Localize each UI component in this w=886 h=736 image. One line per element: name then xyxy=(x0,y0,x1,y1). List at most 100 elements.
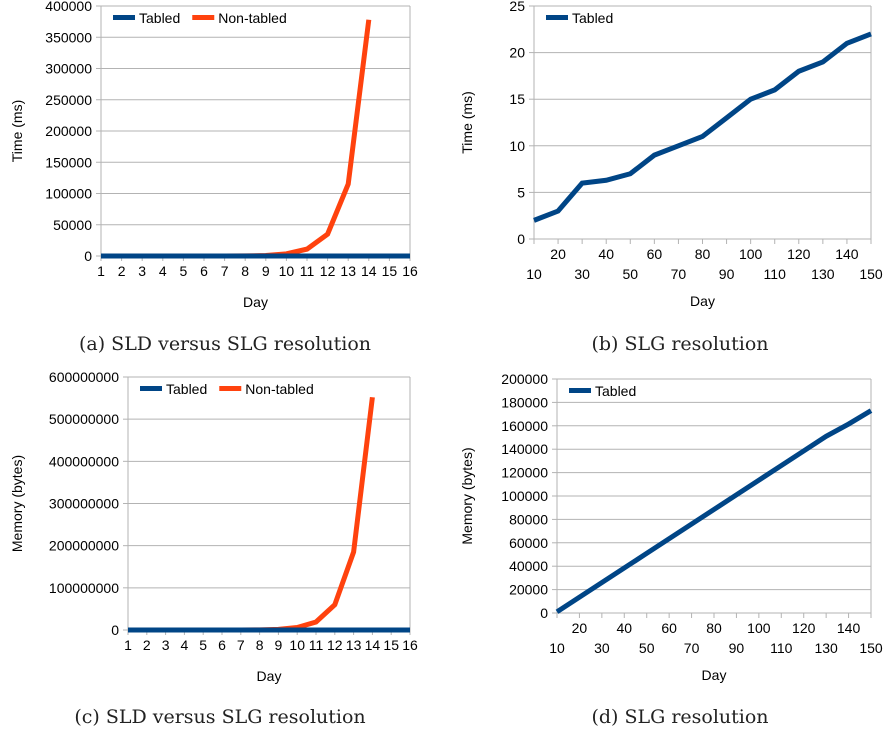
x-tick-label: 110 xyxy=(764,266,787,282)
x-tick-label: 150 xyxy=(859,640,883,656)
legend-label: Tabled xyxy=(572,10,613,26)
y-tick-label: 140000 xyxy=(501,441,548,457)
x-tick-label: 60 xyxy=(647,246,663,262)
y-tick-label: 100000 xyxy=(501,488,548,504)
x-tick-label: 5 xyxy=(199,637,207,653)
legend-swatch xyxy=(113,15,135,20)
y-tick-label: 60000 xyxy=(509,535,548,551)
x-tick-label: 9 xyxy=(262,263,270,279)
x-tick-label: 12 xyxy=(320,263,336,279)
x-tick-label: 70 xyxy=(684,640,700,656)
x-tick-label: 3 xyxy=(162,637,170,653)
x-tick-label: 2 xyxy=(118,263,126,279)
y-tick-label: 100000 xyxy=(45,186,92,202)
y-tick-label: 400000 xyxy=(45,0,92,14)
x-tick-label: 5 xyxy=(180,263,188,279)
legend-swatch xyxy=(219,386,242,391)
y-axis-label: Time (ms) xyxy=(9,100,25,162)
x-tick-label: 140 xyxy=(835,246,859,262)
x-tick-label: 50 xyxy=(622,266,638,282)
y-tick-label: 100000000 xyxy=(49,580,119,596)
x-tick-label: 130 xyxy=(811,266,835,282)
x-tick-label: 12 xyxy=(327,637,343,653)
caption-c: (c) SLD versus SLG resolution xyxy=(74,706,366,728)
y-tick-label: 160000 xyxy=(501,418,548,434)
legend-swatch xyxy=(569,388,591,393)
x-tick-label: 30 xyxy=(594,640,610,656)
x-tick-label: 13 xyxy=(346,637,362,653)
x-tick-label: 120 xyxy=(787,246,811,262)
y-tick-label: 80000 xyxy=(509,511,548,527)
x-tick-label: 15 xyxy=(382,263,398,279)
x-tick-label: 70 xyxy=(671,266,687,282)
legend-label: Tabled xyxy=(166,381,207,397)
x-tick-label: 140 xyxy=(837,620,861,636)
legend-swatch xyxy=(192,15,215,20)
series-line-tabled xyxy=(533,31,872,223)
x-tick-label: 13 xyxy=(340,263,356,279)
y-tick-label: 200000 xyxy=(501,371,548,387)
x-tick-label: 90 xyxy=(729,640,745,656)
legend-label: Tabled xyxy=(595,383,636,399)
x-tick-label: 130 xyxy=(814,640,838,656)
x-tick-label: 6 xyxy=(200,263,208,279)
y-tick-label: 300000 xyxy=(45,61,92,77)
series-line-non-tabled xyxy=(128,396,375,633)
x-axis-label: Day xyxy=(257,668,282,684)
x-tick-label: 7 xyxy=(221,263,229,279)
y-tick-label: 25 xyxy=(509,0,525,14)
x-tick-label: 6 xyxy=(218,637,226,653)
chart-c: 0 100000000 200000000 300000000 400000000 500… xyxy=(0,368,430,698)
x-tick-label: 16 xyxy=(402,263,418,279)
x-tick-label: 7 xyxy=(237,637,245,653)
y-axis-label: Time (ms) xyxy=(459,91,475,153)
chart-a: 0 50000 100000 150000 200000 250000 300000 3500… xyxy=(0,0,430,325)
chart-a-svg: 0 50000 100000 150000 200000 250000 300000 3500… xyxy=(9,0,418,310)
x-tick-label: 100 xyxy=(739,246,763,262)
chart-d-svg: 0 20000 40000 60000 80000 100000 120000 140000 1… xyxy=(459,371,883,683)
y-tick-label: 40000 xyxy=(509,558,548,574)
legend-swatch xyxy=(140,386,162,391)
x-tick-label: 9 xyxy=(275,637,283,653)
y-axis-label: Memory (bytes) xyxy=(9,455,25,552)
x-tick-label: 10 xyxy=(279,263,295,279)
x-tick-label: 4 xyxy=(159,263,167,279)
legend-label: Non-tabled xyxy=(245,381,314,397)
chart-b: 0 5 10 15 20 25 10 20 30 40 50 60 70 80 90 100 110 120 130… xyxy=(450,0,886,325)
x-tick-label: 15 xyxy=(383,637,399,653)
series-line-tabled xyxy=(555,408,873,614)
caption-d: (d) SLG resolution xyxy=(591,706,769,728)
x-tick-label: 8 xyxy=(241,263,249,279)
x-tick-label: 14 xyxy=(365,637,381,653)
x-tick-label: 1 xyxy=(97,263,105,279)
y-tick-label: 150000 xyxy=(45,154,92,170)
x-tick-label: 1 xyxy=(124,637,132,653)
x-tick-label: 30 xyxy=(574,266,590,282)
y-axis-label: Memory (bytes) xyxy=(459,447,475,544)
y-tick-label: 0 xyxy=(111,622,119,638)
y-tick-label: 50000 xyxy=(53,217,92,233)
y-tick-label: 20 xyxy=(509,45,525,61)
y-tick-label: 15 xyxy=(509,91,525,107)
x-tick-label: 10 xyxy=(549,640,565,656)
x-tick-label: 2 xyxy=(143,637,151,653)
y-tick-label: 400000000 xyxy=(49,453,119,469)
x-tick-label: 16 xyxy=(402,637,418,653)
chart-d: 0 20000 40000 60000 80000 100000 120000 140000 1… xyxy=(450,368,886,698)
y-tick-label: 120000 xyxy=(501,465,548,481)
legend-label: Tabled xyxy=(139,10,180,26)
y-tick-label: 0 xyxy=(84,248,92,264)
x-axis-label: Day xyxy=(690,293,715,309)
x-tick-label: 20 xyxy=(572,620,588,636)
y-tick-label: 200000000 xyxy=(49,538,119,554)
x-tick-label: 4 xyxy=(181,637,189,653)
caption-b: (b) SLG resolution xyxy=(591,333,769,355)
x-tick-label: 3 xyxy=(138,263,146,279)
x-tick-label: 80 xyxy=(706,620,722,636)
x-tick-label: 8 xyxy=(256,637,264,653)
series-line-non-tabled xyxy=(101,19,372,259)
y-tick-label: 5 xyxy=(517,184,525,200)
x-tick-label: 10 xyxy=(289,637,305,653)
y-tick-label: 20000 xyxy=(509,582,548,598)
y-tick-label: 0 xyxy=(517,231,525,247)
